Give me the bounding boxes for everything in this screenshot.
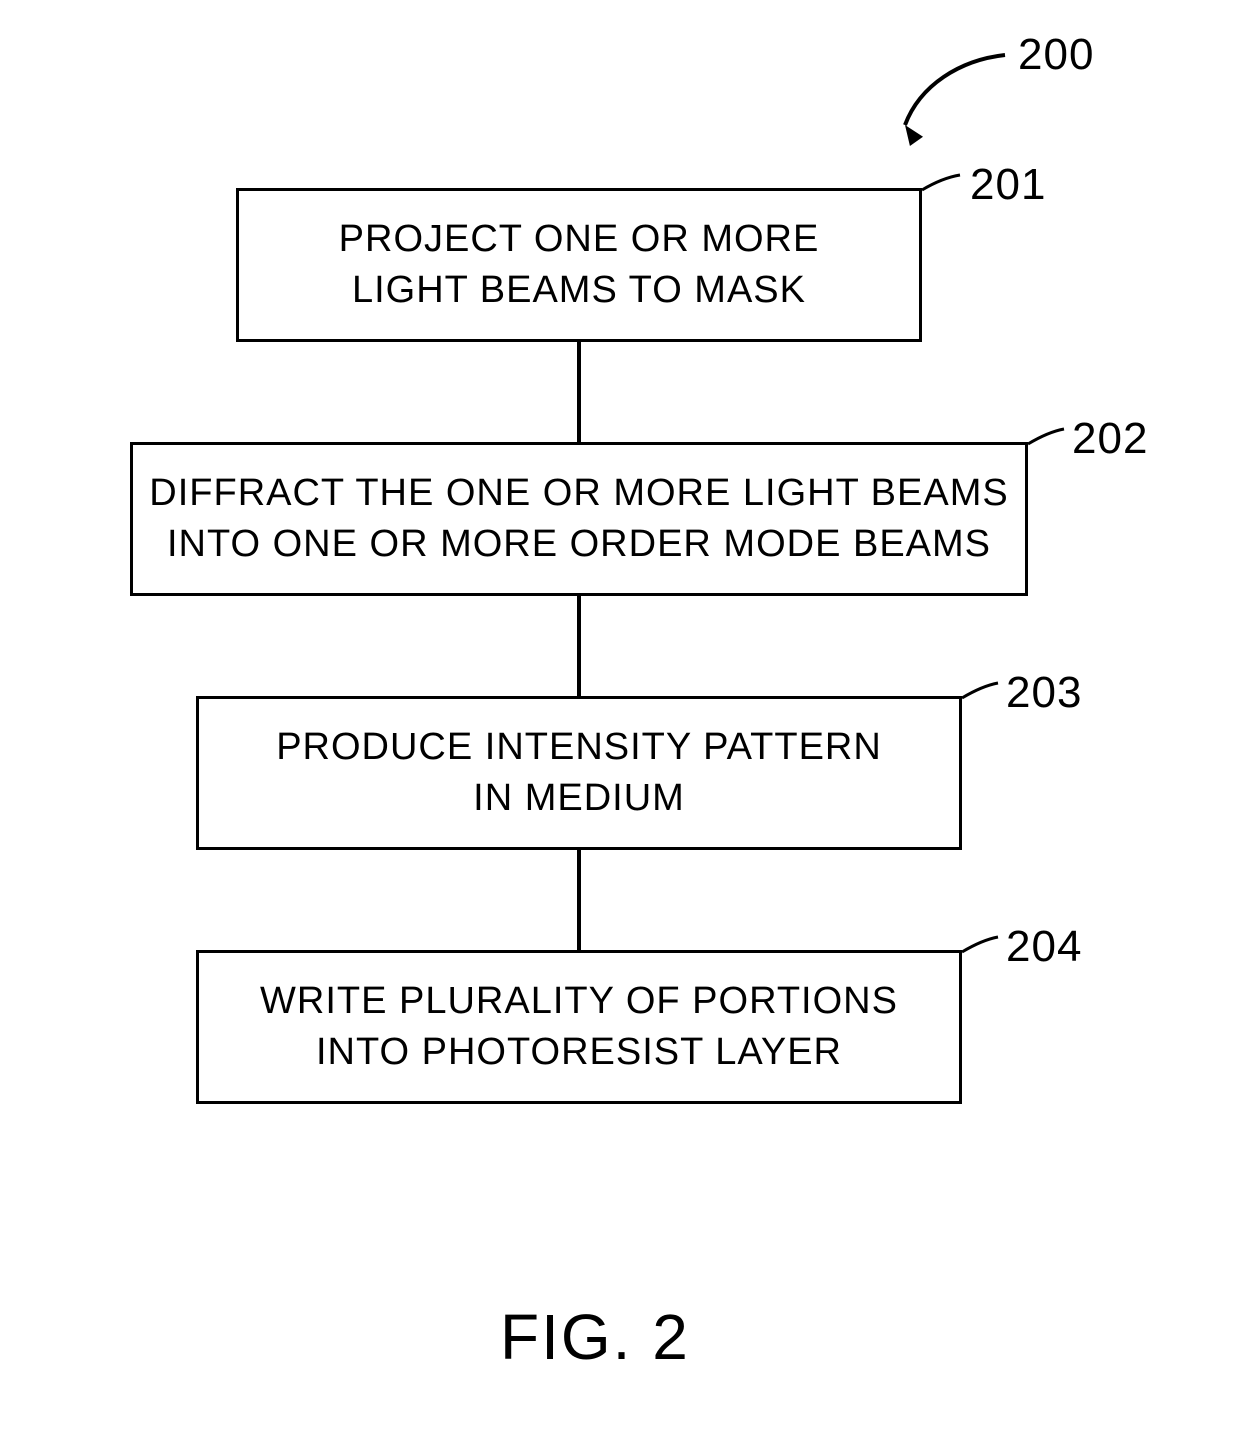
ref-label-203: 203 [1006, 668, 1082, 718]
ref-label-201: 201 [970, 160, 1046, 210]
flow-step-202-text: DIFFRACT THE ONE OR MORE LIGHT BEAMS INT… [149, 468, 1008, 571]
flow-step-203: PRODUCE INTENSITY PATTERN IN MEDIUM [196, 696, 962, 850]
figure-caption: FIG. 2 [500, 1300, 690, 1374]
ref-label-202: 202 [1072, 414, 1148, 464]
flow-step-204-text: WRITE PLURALITY OF PORTIONS INTO PHOTORE… [260, 976, 898, 1079]
tick-202 [1028, 429, 1064, 444]
connector-1-2 [577, 342, 581, 442]
connector-3-4 [577, 850, 581, 950]
tick-201 [922, 175, 960, 190]
figure-canvas: PROJECT ONE OR MORE LIGHT BEAMS TO MASK … [0, 0, 1236, 1455]
tick-203 [962, 683, 998, 698]
ref-arrow-head [898, 120, 923, 146]
connector-2-3 [577, 596, 581, 696]
flow-step-201: PROJECT ONE OR MORE LIGHT BEAMS TO MASK [236, 188, 922, 342]
tick-204 [962, 937, 998, 952]
flow-step-202: DIFFRACT THE ONE OR MORE LIGHT BEAMS INT… [130, 442, 1028, 596]
figure-ref-label: 200 [1018, 30, 1094, 80]
ref-label-204: 204 [1006, 922, 1082, 972]
ref-arrow-path [905, 55, 1005, 125]
flow-step-203-text: PRODUCE INTENSITY PATTERN IN MEDIUM [276, 722, 882, 825]
flow-step-201-text: PROJECT ONE OR MORE LIGHT BEAMS TO MASK [339, 214, 820, 317]
flow-step-204: WRITE PLURALITY OF PORTIONS INTO PHOTORE… [196, 950, 962, 1104]
